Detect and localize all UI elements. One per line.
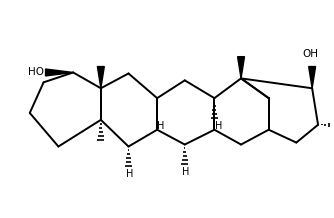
Text: H: H [157, 121, 165, 131]
Text: H: H [126, 169, 133, 179]
Polygon shape [309, 66, 316, 88]
Polygon shape [237, 57, 244, 78]
Polygon shape [98, 66, 104, 88]
Text: H: H [215, 121, 222, 131]
Polygon shape [45, 69, 73, 76]
Text: HO: HO [28, 68, 44, 77]
Text: H: H [182, 167, 189, 177]
Text: OH: OH [302, 49, 318, 59]
